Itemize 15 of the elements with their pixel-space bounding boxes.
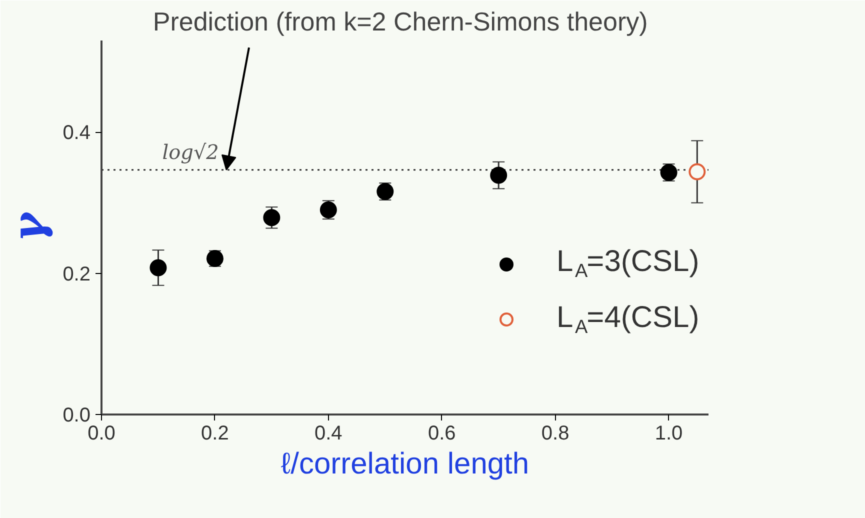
x-axis-title: ℓ/correlation length — [280, 448, 530, 480]
point — [263, 209, 280, 226]
x-tick-label: 1.0 — [654, 422, 683, 444]
annotation: Prediction (from k=2 Chern-Simons theory) — [152, 6, 648, 36]
point — [150, 259, 167, 276]
point — [490, 166, 508, 184]
x-tick-label: 0.2 — [201, 422, 229, 444]
y-tick-label: 0.2 — [62, 263, 91, 286]
y-tick-label: 0.4 — [62, 122, 91, 144]
x-tick-label: 0.8 — [541, 422, 570, 444]
ref-line-label: log√2 — [162, 140, 219, 164]
x-tick-label: 0.6 — [428, 422, 456, 444]
y-axis-title: γ — [4, 211, 55, 242]
point — [688, 163, 706, 180]
x-tick-label: 0.4 — [314, 422, 342, 444]
